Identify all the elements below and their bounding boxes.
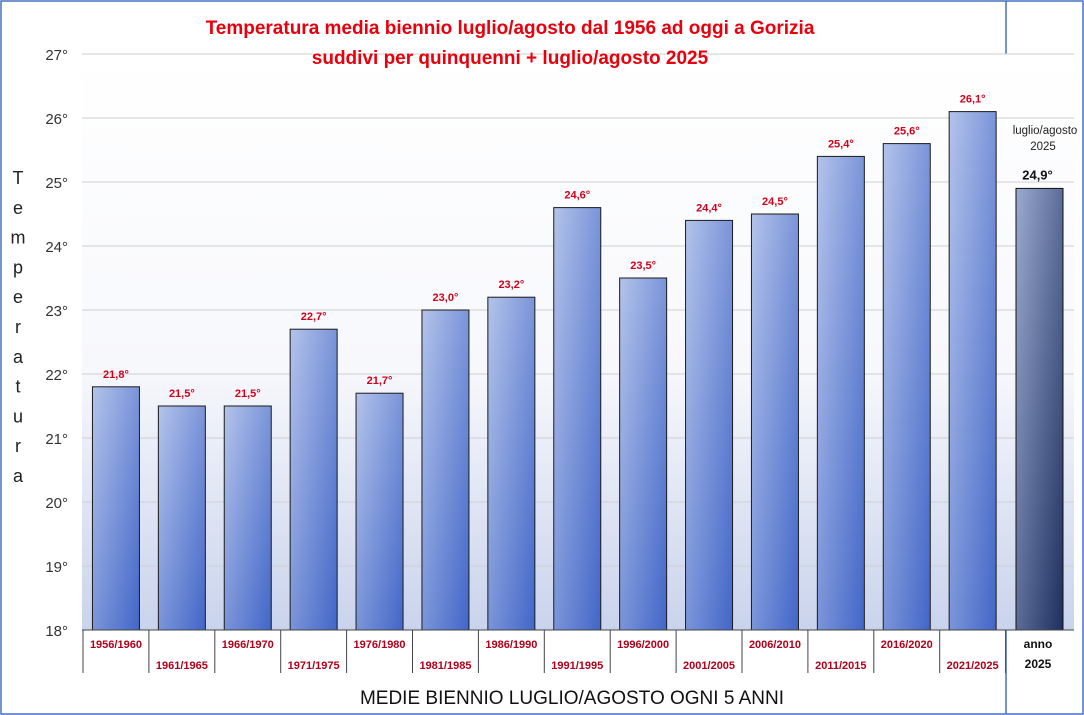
category-label: 1971/1975	[288, 660, 340, 672]
value-labels: 21,8° 21,5° 21,5° 22,7° 21,7° 23,0° 23,2° 24,6°…	[103, 94, 1053, 400]
chart-title-line1: Temperatura media biennio luglio/agosto …	[206, 18, 815, 39]
y-axis-label-letter: e	[13, 287, 23, 307]
value-label: 24,6°	[564, 190, 590, 202]
y-axis-label: Temperatura	[11, 168, 26, 486]
y-axis-label-letter: r	[15, 436, 21, 456]
y-axis-label-letter: r	[15, 317, 21, 337]
value-label: 21,7°	[367, 375, 393, 387]
y-tick-label: 24°	[45, 239, 68, 256]
bar-2021-2025	[948, 111, 997, 631]
bar-2016-2020	[882, 143, 931, 631]
y-axis-label-letter: p	[13, 257, 23, 277]
chart-title-line2: suddivi per quinquenni + luglio/agosto 2…	[312, 48, 709, 69]
bar-2011-2015	[816, 155, 865, 631]
value-label: 23,0°	[433, 292, 459, 304]
category-label-2025-line2: 2025	[1025, 657, 1052, 671]
y-axis-label-letter: T	[13, 168, 24, 188]
value-label: 26,1°	[960, 94, 986, 106]
category-label: 2006/2010	[749, 639, 801, 651]
bar-1956-1960	[91, 386, 140, 631]
bar-2006-2010	[750, 213, 799, 631]
value-label: 24,5°	[762, 196, 788, 208]
y-axis-label-letter: e	[13, 198, 23, 218]
value-label: 23,2°	[498, 279, 524, 291]
y-tick-label: 20°	[45, 495, 68, 512]
value-label: 21,5°	[169, 388, 195, 400]
bar-2001-2005	[685, 219, 734, 631]
value-label: 25,6°	[894, 126, 920, 138]
category-label: 1966/1970	[222, 639, 274, 651]
category-label: 1976/1980	[354, 639, 406, 651]
y-axis-label-letter: u	[13, 406, 23, 426]
bar-1966-1970	[223, 405, 272, 631]
y-tick-label: 21°	[45, 431, 68, 448]
bar-1986-1990	[487, 296, 536, 631]
y-tick-label: 18°	[45, 623, 68, 640]
category-label-2025-line1: anno	[1024, 637, 1053, 651]
bar-2025	[1015, 187, 1064, 631]
y-tick-label: 22°	[45, 367, 68, 384]
y-axis-label-letter: a	[13, 347, 24, 367]
category-label: 1986/1990	[485, 639, 537, 651]
category-label: 1996/2000	[617, 639, 669, 651]
bars	[91, 111, 1064, 631]
category-label: 2021/2025	[947, 660, 999, 672]
value-label: 25,4°	[828, 138, 854, 150]
category-label: 2011/2015	[815, 660, 866, 672]
bar-1971-1975	[289, 328, 338, 631]
value-label: 23,5°	[630, 260, 656, 272]
category-label: 1981/1985	[419, 660, 471, 672]
y-tick-label: 27°	[45, 47, 68, 64]
bar-1991-1995	[553, 207, 602, 631]
y-axis-label-letter: t	[15, 377, 20, 397]
extra-note-line2: 2025	[1030, 141, 1056, 153]
extra-note-line1: luglio/agosto	[1013, 125, 1078, 137]
category-label: 2016/2020	[881, 639, 933, 651]
bar-1996-2000	[619, 277, 668, 631]
bar-1976-1980	[355, 392, 404, 631]
value-label: 22,7°	[301, 311, 327, 323]
category-labels: 1956/1960 1961/1965 1966/1970 1971/1975 1976…	[82, 629, 1074, 673]
category-label: 1961/1965	[156, 660, 208, 672]
value-label: 24,4°	[696, 202, 722, 214]
y-tick-label: 23°	[45, 303, 68, 320]
value-label: 21,8°	[103, 369, 129, 381]
y-axis-label-letter: m	[11, 228, 26, 248]
bar-1981-1985	[421, 309, 470, 631]
value-label: 21,5°	[235, 388, 261, 400]
category-label: 2001/2005	[683, 660, 735, 672]
category-label: 1956/1960	[90, 639, 142, 651]
y-axis-ticks: 18° 19° 20° 21° 22° 23° 24° 25° 26° 27°	[45, 47, 68, 640]
value-label-2025: 24,9°	[1022, 167, 1053, 182]
y-axis-label-letter: a	[13, 466, 24, 486]
x-axis-label: MEDIE BIENNIO LUGLIO/AGOSTO OGNI 5 ANNI	[360, 688, 784, 709]
y-tick-label: 19°	[45, 559, 68, 576]
bar-1961-1965	[157, 405, 206, 631]
y-tick-label: 26°	[45, 111, 68, 128]
y-tick-label: 25°	[45, 175, 68, 192]
category-label: 1991/1995	[551, 660, 603, 672]
